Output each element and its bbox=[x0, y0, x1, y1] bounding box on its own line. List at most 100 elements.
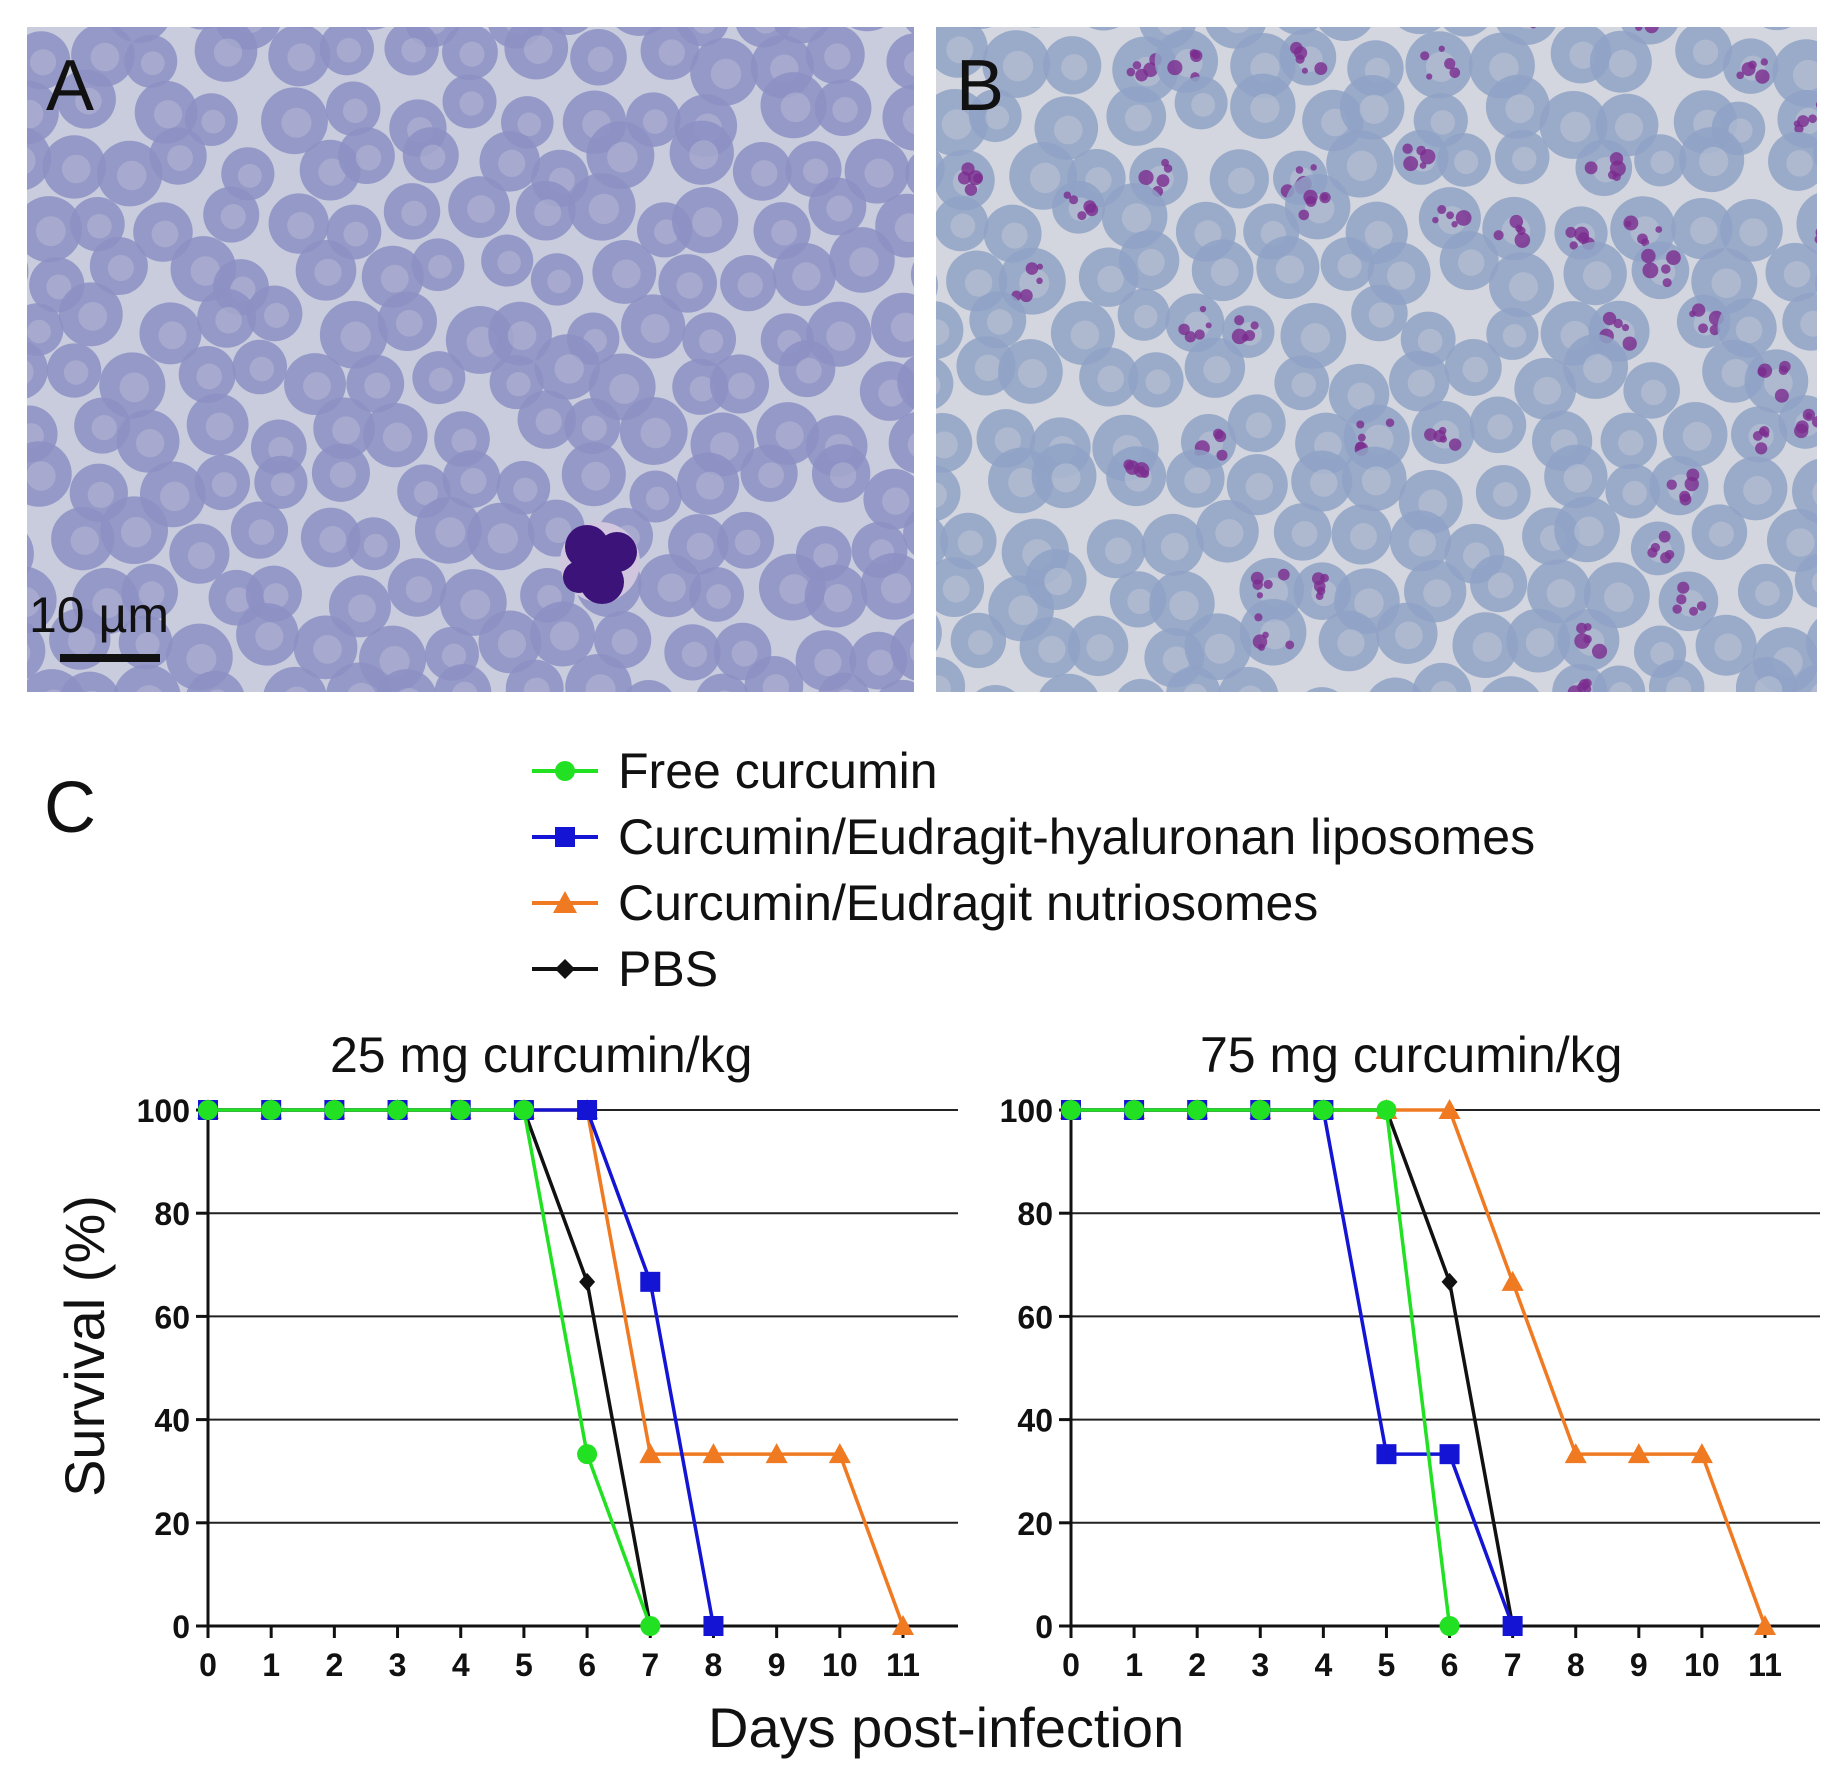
legend-marker-pbs bbox=[532, 959, 598, 979]
legend-label-nutriosomes: Curcumin/Eudragit nutriosomes bbox=[618, 875, 1319, 931]
x-tick-label: 1 bbox=[262, 1647, 280, 1683]
point-free bbox=[640, 1616, 661, 1636]
legend-item-liposomes: Curcumin/Eudragit-hyaluronan liposomes bbox=[530, 804, 1535, 870]
x-tick-label: 6 bbox=[1441, 1647, 1459, 1683]
smear-b-image bbox=[936, 27, 1817, 692]
point-free bbox=[198, 1100, 218, 1120]
y-tick-label: 0 bbox=[172, 1609, 190, 1645]
point-nutriosomes bbox=[702, 1443, 725, 1464]
point-free bbox=[1124, 1100, 1145, 1120]
x-tick-label: 9 bbox=[768, 1647, 786, 1683]
micrograph-a bbox=[27, 27, 914, 692]
panel-letter-a: A bbox=[46, 46, 95, 126]
x-tick-label: 2 bbox=[1188, 1647, 1206, 1683]
y-tick-label: 20 bbox=[154, 1506, 190, 1542]
legend-label-pbs: PBS bbox=[618, 941, 719, 997]
x-tick-label: 5 bbox=[515, 1647, 533, 1683]
series-line-pbs bbox=[208, 1108, 652, 1627]
series-line-free bbox=[208, 1108, 652, 1627]
series-line-liposomes bbox=[1071, 1108, 1515, 1627]
scale-bar-label: 10 µm bbox=[29, 587, 169, 643]
series-line-nutriosomes bbox=[208, 1108, 905, 1627]
legend-item-pbs: PBS bbox=[530, 936, 1535, 1002]
chart-title-75: 75 mg curcumin/kg bbox=[1200, 1027, 1623, 1083]
point-nutriosomes bbox=[892, 1615, 914, 1635]
legend-label-liposomes: Curcumin/Eudragit-hyaluronan liposomes bbox=[618, 809, 1536, 865]
point-free bbox=[1439, 1616, 1460, 1636]
y-tick-label: 100 bbox=[1000, 1093, 1053, 1129]
chart-1: 0 20 40 60 80 100 0 1 2 3 4 5 6 7 8 9 10 11 bbox=[1000, 1093, 1820, 1683]
x-tick-label: 11 bbox=[886, 1647, 920, 1683]
point-liposomes bbox=[577, 1100, 598, 1120]
y-tick-label: 100 bbox=[137, 1093, 190, 1129]
x-tick-label: 3 bbox=[389, 1647, 407, 1683]
y-tick-label: 80 bbox=[154, 1196, 190, 1232]
x-tick-label: 10 bbox=[1684, 1647, 1720, 1683]
x-tick-label: 0 bbox=[199, 1647, 217, 1683]
point-nutriosomes bbox=[1438, 1099, 1461, 1119]
point-nutriosomes bbox=[639, 1443, 662, 1464]
point-nutriosomes bbox=[1627, 1443, 1650, 1464]
legend-marker-free bbox=[532, 761, 598, 781]
point-nutriosomes bbox=[1754, 1615, 1776, 1635]
series-line-free bbox=[1071, 1108, 1452, 1627]
y-tick-label: 60 bbox=[1017, 1299, 1053, 1335]
point-pbs bbox=[1441, 1272, 1458, 1291]
x-tick-label: 2 bbox=[325, 1647, 343, 1683]
x-tick-label: 4 bbox=[1314, 1647, 1332, 1683]
point-free bbox=[324, 1100, 345, 1120]
x-tick-label: 9 bbox=[1630, 1647, 1648, 1683]
point-nutriosomes bbox=[1564, 1443, 1587, 1464]
x-tick-label: 7 bbox=[641, 1647, 659, 1683]
x-tick-label: 5 bbox=[1378, 1647, 1396, 1683]
x-tick-label: 10 bbox=[822, 1647, 858, 1683]
x-tick-label: 8 bbox=[705, 1647, 723, 1683]
x-tick-label: 6 bbox=[578, 1647, 596, 1683]
chart-title-25: 25 mg curcumin/kg bbox=[330, 1027, 753, 1083]
point-free bbox=[1376, 1100, 1397, 1120]
legend-marker-liposomes bbox=[532, 827, 598, 847]
point-nutriosomes bbox=[828, 1443, 851, 1464]
point-free bbox=[450, 1100, 471, 1120]
chart-0: 0 20 40 60 80 100 0 1 2 3 4 5 6 7 8 9 10 11 bbox=[137, 1093, 958, 1683]
point-free bbox=[1187, 1100, 1208, 1120]
point-liposomes bbox=[1439, 1444, 1460, 1465]
point-free bbox=[387, 1100, 408, 1120]
point-nutriosomes bbox=[1501, 1270, 1524, 1291]
y-tick-label: 40 bbox=[1017, 1403, 1053, 1439]
point-free bbox=[1061, 1100, 1081, 1120]
y-tick-label: 20 bbox=[1017, 1506, 1053, 1542]
point-liposomes bbox=[1376, 1444, 1397, 1465]
y-tick-label: 80 bbox=[1017, 1196, 1053, 1232]
smear-a-image bbox=[27, 27, 914, 692]
legend-item-free: Free curcumin bbox=[530, 738, 1535, 804]
x-tick-label: 1 bbox=[1125, 1647, 1143, 1683]
panel-letter-b: B bbox=[956, 46, 1005, 126]
micrograph-b bbox=[936, 27, 1817, 692]
x-tick-label: 0 bbox=[1062, 1647, 1080, 1683]
point-nutriosomes bbox=[1690, 1443, 1713, 1464]
x-tick-label: 8 bbox=[1567, 1647, 1585, 1683]
legend: Free curcumin Curcumin/Eudragit-hyaluron… bbox=[530, 738, 1535, 1002]
y-tick-label: 60 bbox=[154, 1299, 190, 1335]
point-liposomes bbox=[1502, 1616, 1523, 1636]
legend-marker-nutriosomes bbox=[532, 891, 598, 913]
legend-label-free: Free curcumin bbox=[618, 743, 938, 799]
point-free bbox=[513, 1100, 534, 1120]
point-free bbox=[1250, 1100, 1271, 1120]
y-tick-label: 0 bbox=[1035, 1609, 1053, 1645]
point-nutriosomes bbox=[765, 1443, 788, 1464]
point-pbs bbox=[579, 1272, 596, 1291]
point-free bbox=[261, 1100, 282, 1120]
legend-item-nutriosomes: Curcumin/Eudragit nutriosomes bbox=[530, 870, 1535, 936]
point-free bbox=[577, 1444, 598, 1465]
x-tick-label: 11 bbox=[1748, 1647, 1782, 1683]
x-tick-label: 7 bbox=[1504, 1647, 1522, 1683]
scale-bar bbox=[60, 654, 160, 662]
x-axis-label: Days post-infection bbox=[708, 1696, 1185, 1759]
point-liposomes bbox=[703, 1616, 724, 1636]
x-tick-label: 3 bbox=[1251, 1647, 1269, 1683]
panel-letter-c: C bbox=[44, 768, 96, 848]
point-free bbox=[1313, 1100, 1334, 1120]
